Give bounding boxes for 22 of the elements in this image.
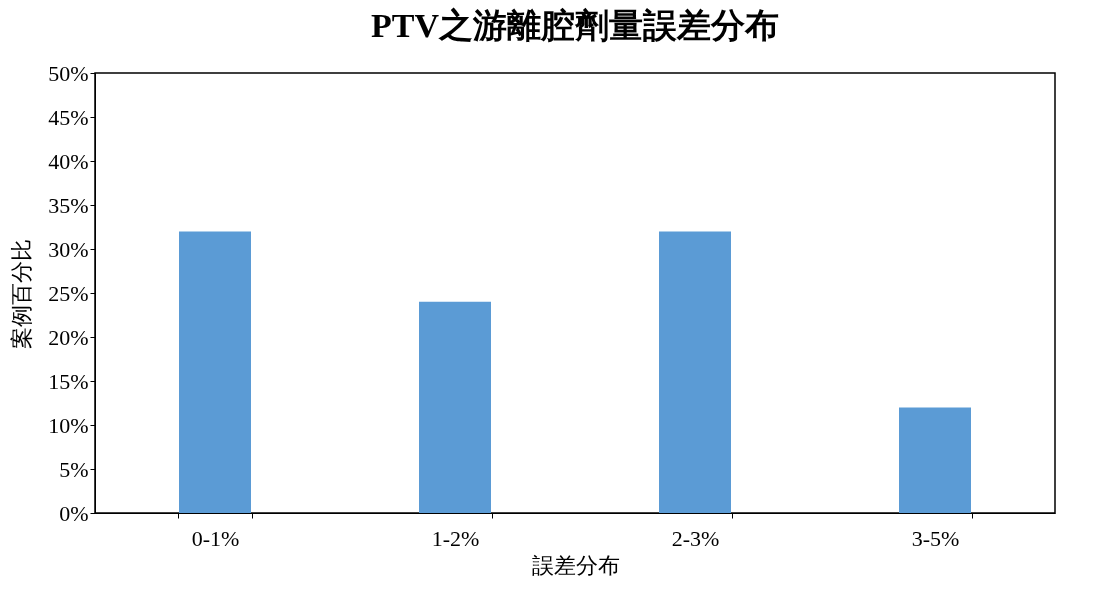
x-tick-label: 3-5% (911, 525, 960, 551)
y-tick-label: 50% (48, 60, 89, 86)
x-tick-label: 2-3% (671, 525, 720, 551)
bar (419, 301, 491, 513)
x-tick-label: 1-2% (431, 525, 480, 551)
chart-title: PTV之游離腔劑量誤差分布 (371, 7, 779, 44)
y-axis-title: 案例百分比 (9, 238, 35, 349)
y-tick-label: 15% (48, 368, 89, 394)
y-tick-label: 20% (48, 324, 89, 350)
y-tick-label: 40% (48, 148, 89, 174)
bar (659, 231, 731, 513)
y-tick-label: 30% (48, 236, 89, 262)
y-tick-label: 0% (59, 500, 89, 526)
x-tick-label: 0-1% (191, 525, 240, 551)
y-tick-label: 45% (48, 104, 89, 130)
y-tick-label: 5% (59, 456, 89, 482)
bar (899, 407, 971, 513)
y-tick-label: 25% (48, 280, 89, 306)
y-tick-label: 35% (48, 192, 89, 218)
x-axis-title: 誤差分布 (531, 552, 620, 578)
bar (179, 231, 251, 513)
y-tick-label: 10% (48, 412, 89, 438)
